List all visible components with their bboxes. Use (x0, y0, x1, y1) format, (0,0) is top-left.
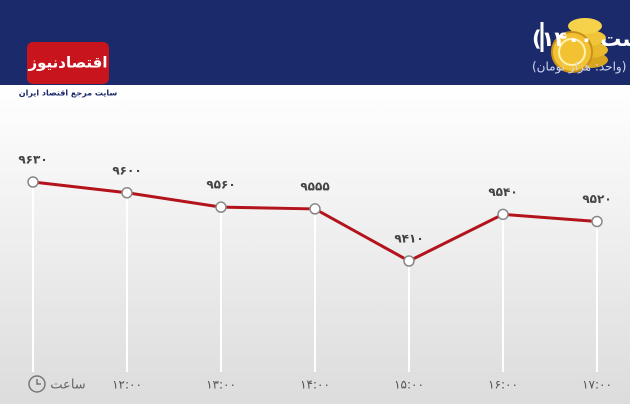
x-tick-label: ۱۶:۰۰ (488, 378, 518, 392)
data-label: ۹۵۲۰ (582, 192, 611, 206)
x-axis-label: ساعت (50, 378, 85, 393)
x-tick-label: ۱۵:۰۰ (394, 378, 424, 392)
coins-icon (551, 18, 608, 73)
logo-box (27, 42, 109, 84)
point (27, 176, 39, 188)
x-tick-label: ۱۲:۰۰ (112, 378, 142, 392)
x-tick-label: ۱۳:۰۰ (206, 378, 236, 392)
tagline-box (27, 86, 109, 100)
point (497, 208, 509, 221)
point (403, 255, 415, 267)
data-label: ۹۴۱۰ (394, 232, 423, 246)
chart-title: روند بهای سکه (یکشنبه ۱۲ اردیبهشت ۱۴۰۰) (532, 27, 630, 51)
data-label: ۹۶۳۰ (18, 153, 47, 167)
data-label: ۹۵۶۰ (206, 178, 235, 192)
data-label: ۹۶۰۰ (112, 163, 141, 177)
point (121, 187, 133, 199)
chart-subtitle: (واحد: هزار تومان) (532, 60, 626, 75)
x-tick-label: ۱۷:۰۰ (582, 378, 612, 392)
clock-icon (28, 375, 46, 393)
tagline: سایت مرجع اقتصاد ایران (19, 89, 118, 98)
data-label: ۹۵۴۰ (488, 185, 517, 199)
point (591, 215, 603, 228)
point (215, 201, 227, 213)
data-label: ۹۵۵۵ (300, 179, 329, 193)
x-tick-label: ۱۴:۰۰ (300, 378, 330, 392)
point (309, 203, 321, 215)
logo-text: اقتصادنیوز (28, 54, 108, 72)
